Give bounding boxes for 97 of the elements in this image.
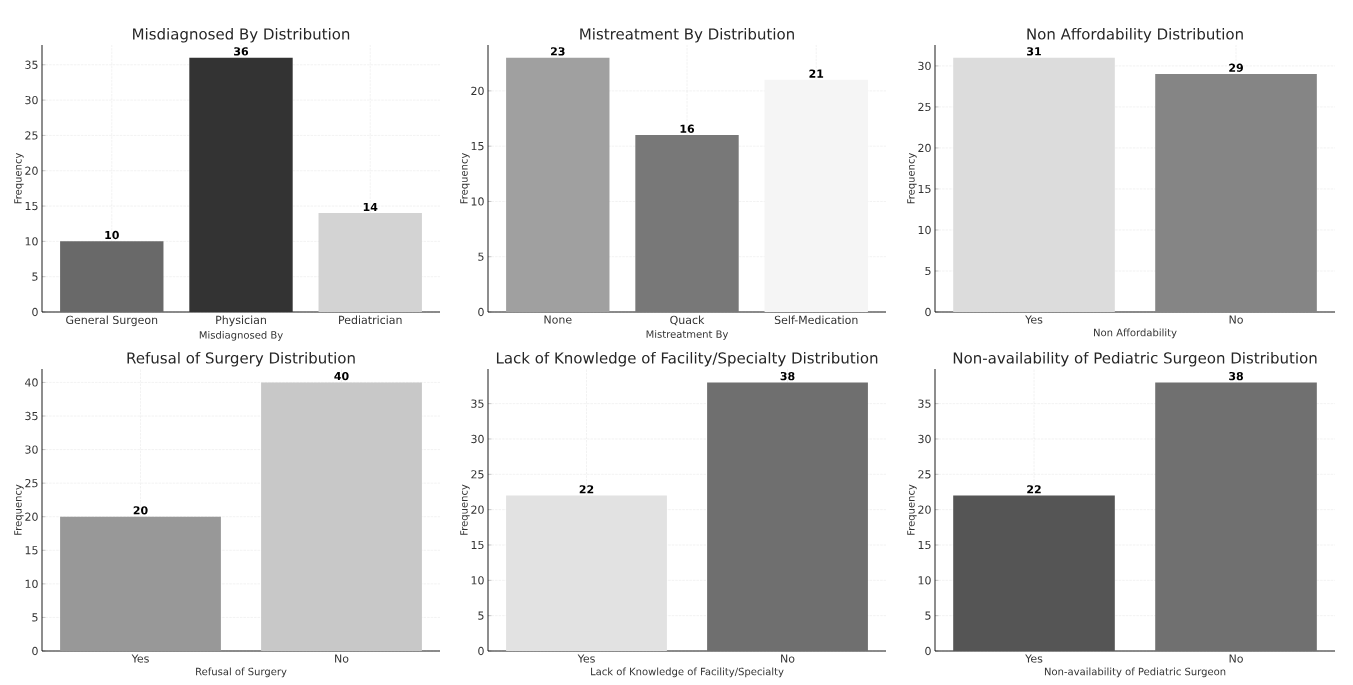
x-tick-label: No	[1229, 654, 1243, 663]
y-tick-label: 0	[925, 307, 931, 317]
x-tick-label: No	[781, 654, 795, 663]
y-tick-label: 25	[25, 131, 38, 140]
data-label: 38	[1229, 371, 1243, 381]
y-tick-label: 5	[32, 272, 38, 281]
y-tick-label: 0	[32, 307, 38, 317]
data-label: 23	[551, 47, 565, 56]
bar	[506, 57, 610, 312]
chart-title: Refusal of Surgery Distribution	[127, 352, 355, 367]
y-tick-label: 10	[471, 197, 484, 206]
x-tick-label: Quack	[670, 315, 705, 326]
y-tick-label: 5	[32, 613, 38, 622]
y-tick-label: 30	[25, 445, 38, 454]
x-axis-title: Misdiagnosed By	[199, 331, 283, 341]
chart-title: Non Affordability Distribution	[1027, 27, 1243, 43]
data-label: 20	[133, 506, 148, 515]
y-axis-title: Frequency	[460, 484, 470, 535]
chart-title: Lack of Knowledge of Facility/Specialty Distribution	[496, 352, 878, 367]
x-tick-label: Self-Medication	[774, 315, 858, 325]
y-tick-label: 20	[25, 166, 38, 175]
y-tick-label: 15	[471, 142, 484, 151]
y-tick-label: 25	[471, 470, 484, 479]
bar	[635, 135, 739, 312]
x-axis-title: Mistreatment By	[646, 330, 729, 340]
y-tick-label: 5	[925, 266, 931, 276]
y-tick-label: 0	[478, 307, 484, 317]
y-tick-label: 5	[478, 252, 484, 261]
x-tick-label: None	[544, 315, 572, 324]
y-tick-label: 35	[25, 411, 38, 421]
y-tick-label: 30	[471, 434, 484, 444]
x-tick-label: Pediatrician	[339, 315, 402, 325]
y-tick-label: 0	[478, 646, 484, 656]
y-tick-label: 10	[25, 579, 38, 589]
y-tick-label: 10	[471, 576, 484, 585]
x-axis-title: Lack of Knowledge of Facility/Specialty	[591, 667, 784, 678]
data-label: 29	[1229, 63, 1243, 72]
x-tick-label: No	[335, 654, 349, 663]
y-tick-label: 0	[925, 646, 931, 656]
data-label: 21	[809, 69, 824, 78]
data-label: 36	[234, 47, 249, 56]
data-label: 14	[363, 202, 378, 211]
y-tick-label: 30	[918, 61, 931, 71]
chart-title: Misdiagnosed By Distribution	[133, 27, 350, 43]
y-axis-title: Frequency	[907, 484, 917, 535]
y-tick-label: 35	[918, 399, 931, 408]
y-tick-label: 15	[25, 546, 38, 555]
y-tick-label: 20	[918, 143, 931, 153]
y-tick-label: 10	[918, 576, 931, 585]
y-tick-label: 20	[918, 505, 931, 514]
y-axis-title: Frequency	[14, 152, 24, 204]
chart-title: Mistreatment By Distribution	[580, 27, 794, 43]
y-axis-title: Frequency	[460, 152, 470, 204]
y-tick-label: 10	[918, 225, 931, 235]
y-tick-label: 30	[918, 434, 931, 444]
y-tick-label: 25	[25, 478, 38, 488]
x-tick-label: Physician	[216, 315, 266, 327]
data-label: 16	[680, 124, 695, 133]
y-tick-label: 25	[918, 102, 931, 112]
y-tick-label: 25	[918, 470, 931, 479]
y-tick-label: 20	[471, 505, 484, 514]
data-label: 31	[1027, 47, 1041, 56]
y-tick-label: 20	[471, 86, 484, 96]
data-label: 10	[105, 230, 119, 240]
y-tick-label: 35	[471, 399, 484, 408]
bar	[764, 79, 868, 312]
x-tick-label: Yes	[131, 654, 149, 663]
bar	[318, 213, 422, 312]
x-axis-title: Refusal of Surgery	[196, 667, 287, 678]
y-axis-title: Frequency	[14, 484, 24, 535]
data-label: 22	[1027, 485, 1041, 494]
x-tick-label: Yes	[577, 654, 595, 663]
x-axis-title: Non Affordability	[1094, 328, 1177, 339]
y-tick-label: 15	[918, 540, 931, 550]
y-axis-title: Frequency	[907, 152, 917, 204]
y-tick-label: 40	[25, 378, 38, 387]
y-tick-label: 15	[25, 201, 38, 211]
y-tick-label: 5	[478, 611, 484, 620]
y-tick-label: 20	[25, 512, 38, 521]
y-tick-label: 10	[25, 237, 38, 246]
bar	[189, 57, 293, 312]
x-tick-label: No	[1229, 315, 1243, 324]
y-tick-label: 15	[471, 540, 484, 550]
chart-title: Non-availability of Pediatric Surgeon Distribution	[953, 352, 1317, 367]
y-tick-label: 15	[918, 184, 931, 194]
data-label: 40	[334, 371, 349, 381]
y-tick-label: 30	[25, 95, 38, 105]
y-tick-label: 5	[925, 611, 931, 620]
data-label: 22	[579, 485, 594, 494]
bar	[60, 241, 164, 312]
x-tick-label: General Surgeon	[66, 315, 158, 327]
x-tick-label: Yes	[1025, 315, 1043, 324]
data-label: 38	[780, 371, 795, 381]
y-tick-label: 0	[32, 646, 38, 656]
y-tick-label: 35	[25, 60, 38, 69]
x-axis-title: Non-availability of Pediatric Surgeon	[1044, 667, 1226, 678]
x-tick-label: Yes	[1025, 654, 1043, 663]
